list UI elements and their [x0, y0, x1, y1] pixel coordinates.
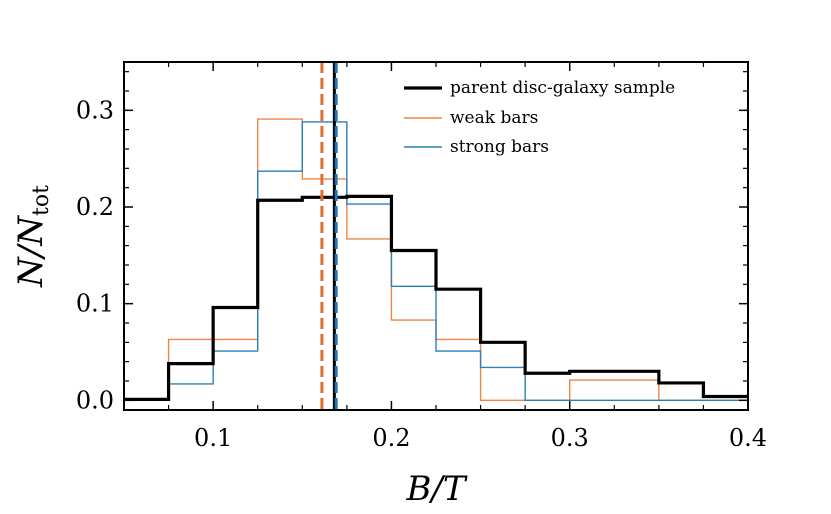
y-axis-label-subscript: tot [29, 185, 54, 216]
x-axis-label: B/T [405, 469, 467, 509]
y-tick-label: 0.3 [76, 96, 114, 124]
y-tick-label: 0.2 [76, 193, 114, 221]
legend: parent disc-galaxy sample weak bars stro… [404, 78, 675, 157]
x-tick-label: 0.4 [729, 424, 767, 452]
x-tick-label: 0.1 [194, 424, 232, 452]
plot-clipped [124, 62, 748, 410]
x-tick-label: 0.3 [551, 424, 589, 452]
axis-ticks [123, 62, 749, 410]
step-line-weak-bars [124, 118, 748, 402]
step-line-parent-disc-galaxy-sample [124, 194, 748, 401]
x-tick-label: 0.2 [372, 424, 410, 452]
plot-area [124, 62, 748, 410]
y-axis-label: N/Ntot [11, 185, 54, 288]
tick-labels: 0.1 0.2 0.3 0.4 0.0 0.1 0.2 0.3 [76, 96, 767, 452]
legend-label-weak-bars: weak bars [450, 108, 538, 128]
y-axis-label-main: N/N [11, 215, 51, 288]
y-tick-label: 0.1 [76, 290, 114, 318]
legend-label-parent: parent disc-galaxy sample [450, 78, 675, 98]
legend-label-strong-bars: strong bars [450, 137, 549, 157]
plot-frame [123, 61, 749, 411]
y-tick-label: 0.0 [76, 386, 114, 414]
